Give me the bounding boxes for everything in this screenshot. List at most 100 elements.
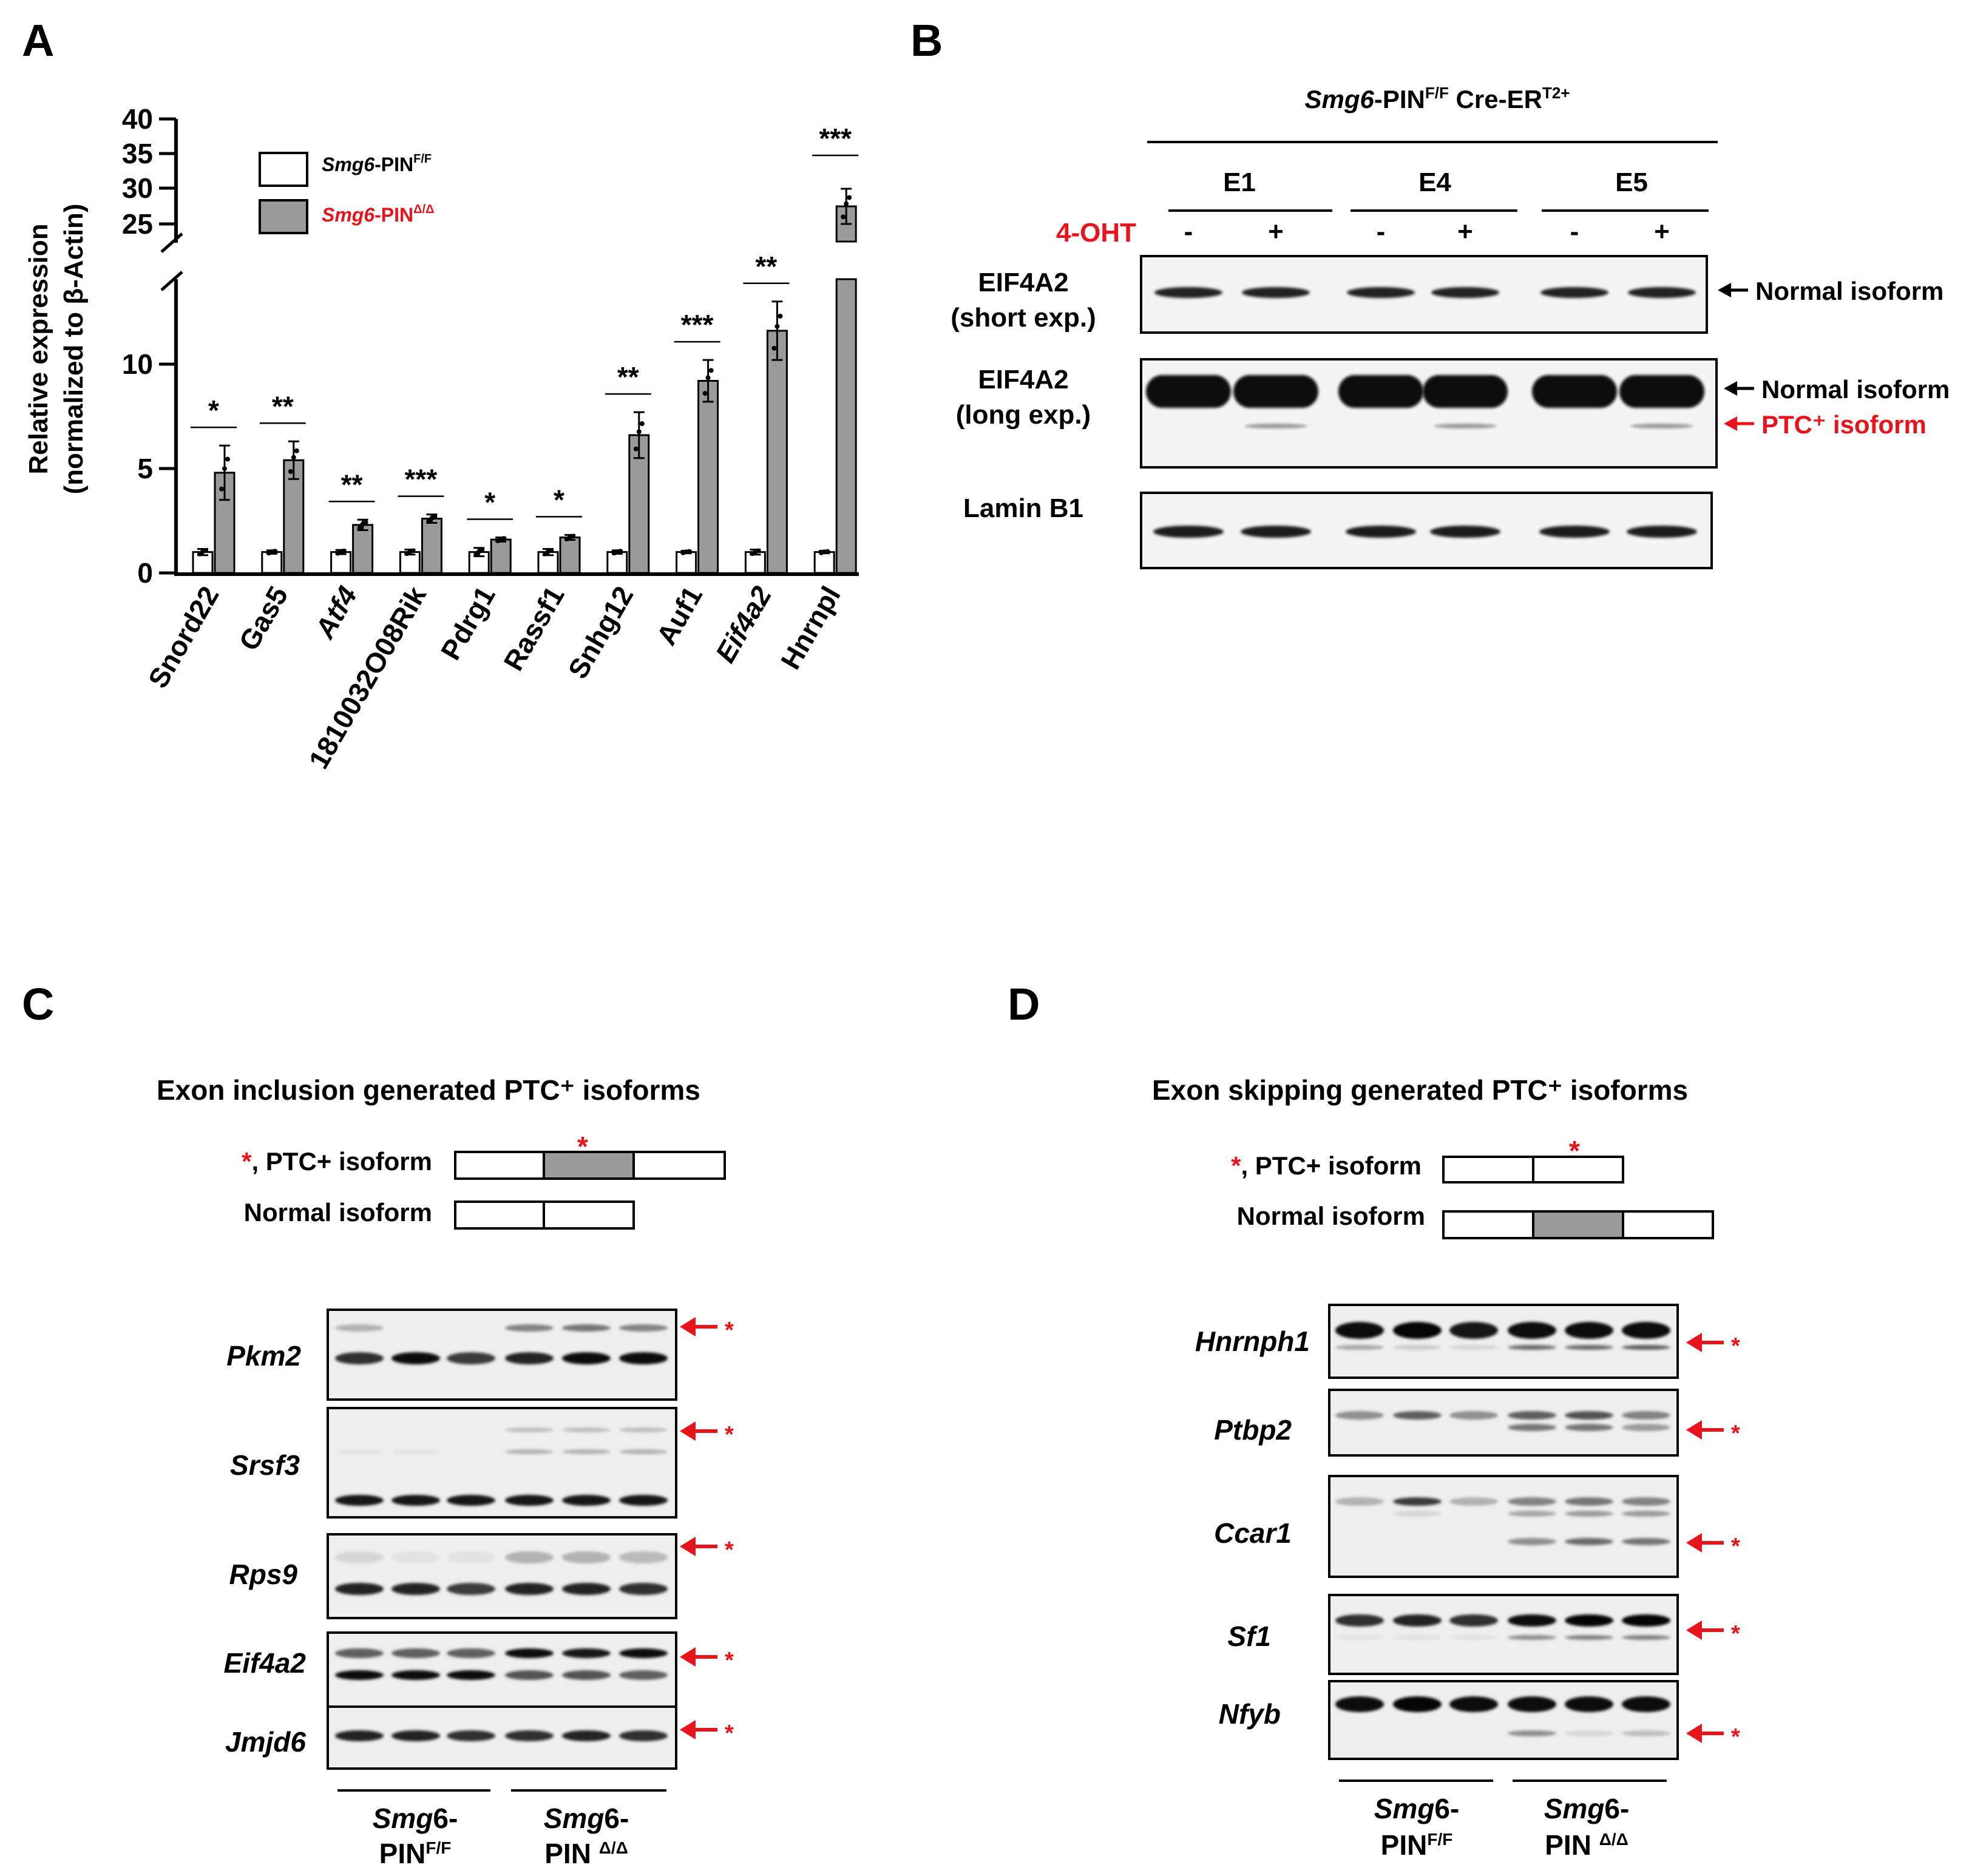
y-tick-10: 10 [122,348,176,380]
gene-label: Ccar1 [1214,1517,1292,1549]
band-normal-short [1431,287,1499,298]
data-point [771,345,777,351]
ptc-arrow-star: * [1731,1621,1740,1647]
band-lamin-b1 [1346,526,1416,538]
band-lamin-b1 [1627,526,1697,538]
x-tick-label: Eif4a2 [709,581,778,668]
arrow-normal-short: Normal isoform [1718,277,1944,305]
band-ccar1-ptc [1565,1538,1613,1545]
band-normal-long [1233,375,1318,408]
ptc-arrow-icon [680,1421,696,1441]
band-hnrnph1-ptc [1335,1345,1384,1350]
treatment-mark: - [1184,217,1193,246]
band-normal-long [1619,375,1704,408]
band-jmjd6-normal [562,1730,611,1741]
band-eif4a2-ptc [562,1648,611,1658]
band-srsf3-normal [447,1495,495,1506]
band-pkm2-ptc [562,1324,611,1332]
band-rps9-normal [391,1583,440,1595]
panel-d-title: Exon skipping generated PTC⁺ isoforms [1152,1074,1688,1106]
band-ptbp2-normal [1565,1411,1613,1420]
band-ccar1-normal [1508,1497,1556,1506]
exon-box [454,1200,545,1230]
gene-label: Hnrnph1 [1195,1326,1310,1357]
ptc-arrow-icon [1686,1533,1702,1553]
band-nfyb-normal [1393,1696,1442,1712]
band-eif4a2-ptc [335,1648,384,1658]
data-point [225,456,230,462]
ptc-arrow-star: * [725,1422,734,1448]
band-normal-short [1540,287,1608,298]
data-point [294,448,299,453]
band-hnrnph1-ptc [1449,1345,1498,1350]
band-lamin-b1 [1430,526,1500,538]
treatment-mark: + [1268,217,1284,246]
bar-ff-Eif4a2 [744,551,766,574]
data-point [774,323,780,329]
band-ccar1-normal [1449,1497,1498,1506]
panel-letter-c: C [22,979,54,1029]
exon-box [632,1151,726,1180]
ptc-arrow-star: * [1731,1333,1740,1359]
band-rps9-ptc [335,1551,384,1563]
band-ptc-long [1630,424,1693,428]
clone-label-e1: E1 [1223,168,1256,197]
bar-dd-Pdrg1 [490,538,512,574]
x-tick-label: Atf4 [308,581,363,644]
clone-label-e4: E4 [1418,168,1451,197]
gel-srsf3 [327,1407,677,1519]
band-eif4a2-ptc [505,1648,554,1658]
data-point [203,548,208,554]
band-ccar1-mid [1508,1511,1556,1517]
ptc-arrow-star: * [725,1721,734,1746]
data-point [686,549,692,554]
band-jmjd6-normal [391,1730,440,1741]
data-point [291,455,296,460]
gene-label: Srsf3 [230,1449,300,1481]
blot-short-exposure [1140,255,1708,334]
x-tick-label: Rassf1 [497,581,570,676]
treatment-mark: + [1457,217,1473,246]
normal-isoform-label: Normal isoform [1237,1202,1425,1230]
band-sf1-normal [1508,1614,1556,1627]
band-lamin-b1 [1153,526,1224,538]
band-srsf3-upper [505,1449,554,1454]
band-normal-short [1347,287,1415,298]
band-rps9-normal [619,1583,668,1595]
bar-ff-Auf1 [676,551,697,574]
row-label: EIF4A2 [978,268,1068,297]
x-tick-label: Snord22 [142,581,225,693]
gel-ccar1 [1328,1475,1679,1578]
significance-label: ** [272,390,294,422]
band-hnrnph1-normal [1335,1322,1384,1339]
gel-sf1 [1328,1594,1679,1675]
ptc-arrow-star: * [1731,1724,1740,1750]
data-point [473,552,479,557]
band-ptbp2-ptc [1622,1424,1670,1431]
group-label-ff-line2: PINF/F [1381,1829,1453,1861]
band-ptc-long [1434,424,1497,428]
exon-box [543,1200,635,1230]
ptc-arrows-c: * * * * * [680,1317,734,1746]
band-ccar1-ptc [1622,1538,1670,1545]
treatment-mark: - [1377,217,1386,246]
data-point [825,549,830,554]
band-pkm2-ptc [619,1324,668,1332]
band-eif4a2-normal [619,1670,668,1680]
panel-letter-a: A [22,15,54,66]
band-ptbp2-normal [1622,1411,1670,1420]
bar-dd-Hnrnpl-lower [835,278,857,574]
treatment-mark: + [1654,217,1670,246]
band-rps9-ptc [447,1551,495,1563]
ptc-arrow-icon [680,1720,696,1739]
y-tick-30: 30 [122,172,176,204]
data-point [844,201,849,206]
significance-label: *** [405,464,438,495]
panel-letter-d: D [1008,979,1040,1029]
row-label: (long exp.) [956,400,1091,430]
legend-label-dd: Smg6-PINΔ/Δ [322,203,434,226]
y-axis-label-line2: (normalized to β-Actin) [59,203,89,494]
band-eif4a2-normal [562,1670,611,1680]
svg-text:5: 5 [137,453,153,484]
panel-letter-b: B [910,15,943,66]
